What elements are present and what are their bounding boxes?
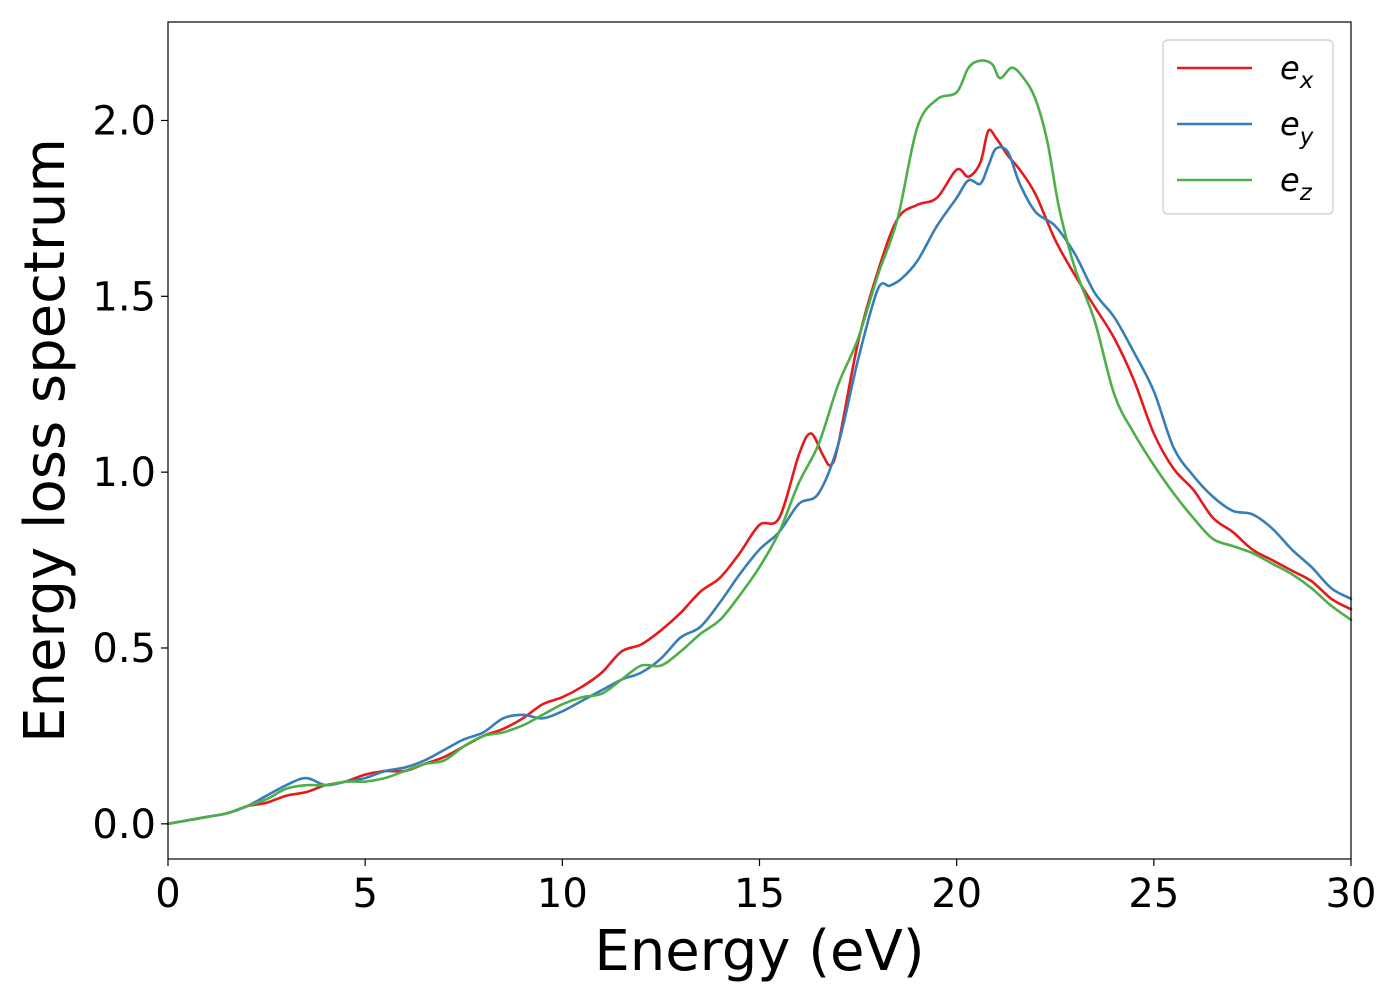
- y-tick-label: 0.5: [92, 626, 156, 672]
- x-axis-label: Energy (eV): [594, 919, 924, 984]
- legend-label-y: ey: [1280, 105, 1314, 150]
- y-axis-label: Energy loss spectrum: [13, 138, 78, 743]
- x-tick-label: 10: [537, 871, 588, 917]
- x-tick-label: 30: [1326, 871, 1377, 917]
- x-tick-label: 15: [734, 871, 785, 917]
- series-line-z: [166, 59, 1353, 826]
- x-tick-label: 0: [155, 871, 180, 917]
- x-axis: 0 5 10 15 20 25 30: [155, 859, 1376, 917]
- y-tick-label: 1.0: [92, 450, 156, 496]
- x-tick-label: 5: [352, 871, 377, 917]
- y-axis: 0.0 0.5 1.0 1.5 2.0: [92, 98, 168, 848]
- y-tick-label: 0.0: [92, 802, 156, 848]
- legend-frame: [1162, 39, 1334, 215]
- y-tick-label: 1.5: [92, 274, 156, 320]
- legend-label-x: ex: [1280, 49, 1314, 94]
- series-layer: [166, 59, 1353, 826]
- x-tick-label: 20: [931, 871, 982, 917]
- series-line-y: [166, 145, 1353, 826]
- x-tick-label: 25: [1128, 871, 1179, 917]
- y-tick-label: 2.0: [92, 98, 156, 144]
